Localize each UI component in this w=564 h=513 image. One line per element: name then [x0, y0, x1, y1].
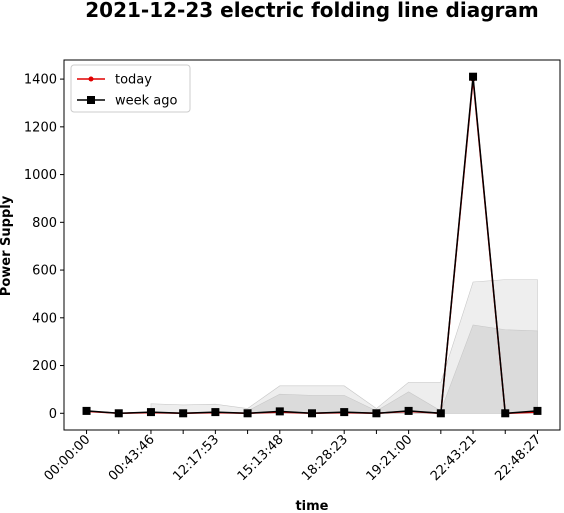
- marker: [372, 409, 381, 418]
- legend-label: week ago: [115, 94, 178, 109]
- y-axis-label: Power Supply: [0, 195, 14, 296]
- legend-marker: [88, 76, 94, 82]
- y-tick-label: 0: [49, 407, 57, 422]
- y-tick-label: 1400: [24, 73, 57, 88]
- marker: [436, 409, 445, 418]
- y-tick-label: 1000: [24, 168, 57, 183]
- legend-label: today: [115, 73, 152, 88]
- marker: [179, 409, 188, 418]
- marker: [404, 406, 413, 415]
- x-tick-label: 22:43:21: [428, 432, 480, 484]
- chart-title: 2021-12-23 electric folding line diagram: [85, 0, 538, 22]
- x-axis-label: time: [295, 499, 328, 513]
- marker: [146, 408, 155, 417]
- x-tick-label: 18:28:23: [299, 432, 351, 484]
- marker: [114, 409, 123, 418]
- legend-marker: [87, 96, 95, 104]
- marker: [275, 407, 284, 416]
- marker: [308, 409, 316, 418]
- marker: [243, 409, 252, 418]
- y-tick-label: 200: [32, 359, 57, 374]
- marker: [469, 72, 478, 81]
- y-tick-label: 1200: [24, 120, 57, 135]
- y-tick-label: 600: [32, 264, 57, 279]
- x-tick-label: 19:21:00: [364, 432, 416, 484]
- x-tick-label: 22:48:27: [492, 432, 544, 484]
- x-tick-label: 15:13:48: [235, 432, 287, 484]
- marker: [82, 406, 91, 415]
- marker: [533, 406, 542, 415]
- y-tick-label: 400: [32, 311, 57, 326]
- y-tick-label: 800: [32, 216, 57, 231]
- x-tick-label: 12:17:53: [170, 432, 222, 484]
- marker: [501, 409, 510, 418]
- x-tick-label: 00:00:00: [41, 432, 93, 484]
- x-tick-label: 00:43:46: [106, 432, 158, 484]
- marker: [211, 408, 220, 417]
- marker: [340, 408, 349, 417]
